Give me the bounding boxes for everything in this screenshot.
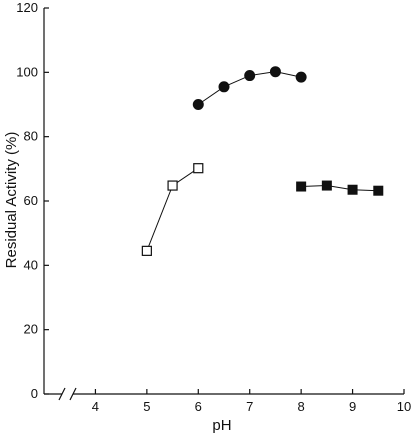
x-axis-title: pH <box>212 417 231 434</box>
data-point <box>193 163 204 174</box>
y-tick-label: 20 <box>24 322 38 337</box>
x-tick-label: 4 <box>92 399 99 414</box>
data-point <box>321 180 332 191</box>
y-tick-label: 120 <box>16 0 38 15</box>
x-tick-label: 10 <box>397 399 411 414</box>
y-tick-label: 100 <box>16 64 38 79</box>
data-point <box>269 66 281 78</box>
y-tick-label: 60 <box>24 193 38 208</box>
x-tick-label: 7 <box>246 399 253 414</box>
plot-area: 0 20 40 60 80 100 120 4 5 6 7 8 9 10 <box>16 0 411 414</box>
data-point <box>296 181 307 192</box>
y-tick-label: 40 <box>24 257 38 272</box>
x-tick-label: 5 <box>143 399 150 414</box>
x-tick-label: 8 <box>298 399 305 414</box>
y-tick-label: 0 <box>31 386 38 401</box>
y-axis-title: Residual Activity (%) <box>3 132 20 269</box>
series-line-3 <box>301 185 379 192</box>
data-point <box>167 180 178 191</box>
data-point <box>295 71 307 83</box>
x-tick-label: 6 <box>195 399 202 414</box>
data-point <box>141 245 152 256</box>
data-point <box>218 81 230 93</box>
data-point <box>347 184 358 195</box>
axis-break-mark <box>58 387 66 401</box>
y-tick-label: 80 <box>24 129 38 144</box>
data-point <box>373 185 384 196</box>
data-point <box>192 99 204 110</box>
axis-break-mark <box>69 387 77 401</box>
x-tick-label: 9 <box>349 399 356 414</box>
data-point <box>244 70 256 82</box>
